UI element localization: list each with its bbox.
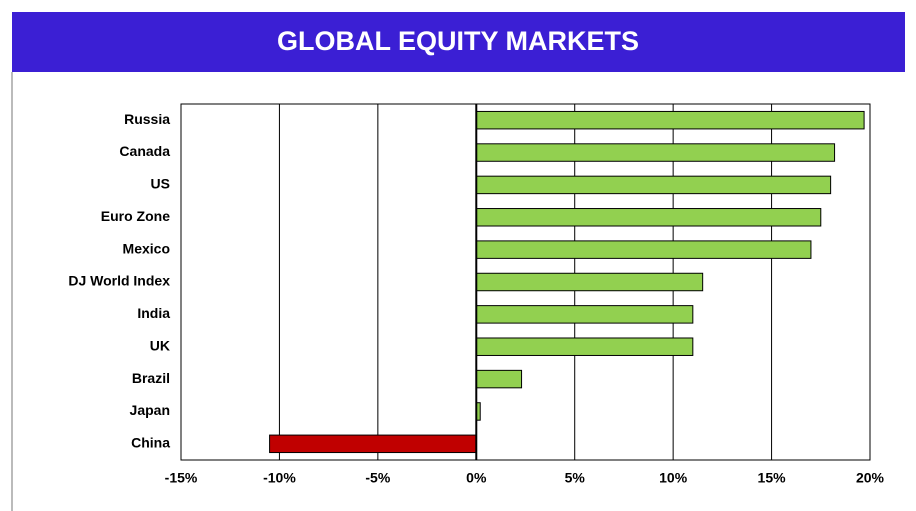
bar	[475, 110, 865, 130]
y-tick-label: Brazil	[132, 370, 170, 386]
y-tick-label: Mexico	[123, 240, 170, 256]
y-tick-label: China	[131, 435, 170, 451]
y-tick-label: DJ World Index	[68, 273, 170, 289]
title-banner	[12, 12, 905, 72]
x-tick-label: -10%	[263, 470, 296, 486]
y-tick-label: UK	[150, 337, 170, 353]
y-tick-label: Euro Zone	[101, 208, 170, 224]
y-tick-label: US	[151, 176, 170, 192]
y-tick-label: India	[137, 305, 170, 321]
chart-title: GLOBAL EQUITY MARKETS	[277, 26, 639, 56]
y-tick-label: Japan	[130, 402, 170, 418]
bar	[269, 434, 477, 454]
x-tick-label: 20%	[856, 470, 885, 486]
x-tick-label: -5%	[365, 470, 390, 486]
x-tick-label: 15%	[758, 470, 787, 486]
bar	[475, 305, 694, 324]
bar	[475, 272, 704, 292]
y-tick-label: Canada	[119, 143, 170, 159]
bar	[475, 208, 822, 227]
y-tick-label: Russia	[124, 111, 170, 127]
bar	[475, 369, 523, 389]
x-tick-label: 10%	[659, 470, 688, 486]
x-tick-label: 5%	[565, 470, 586, 486]
bar	[475, 175, 832, 195]
bar	[475, 143, 836, 162]
x-tick-label: -15%	[165, 470, 198, 486]
bar	[475, 240, 812, 259]
x-tick-label: 0%	[466, 470, 487, 486]
bar	[475, 337, 694, 356]
